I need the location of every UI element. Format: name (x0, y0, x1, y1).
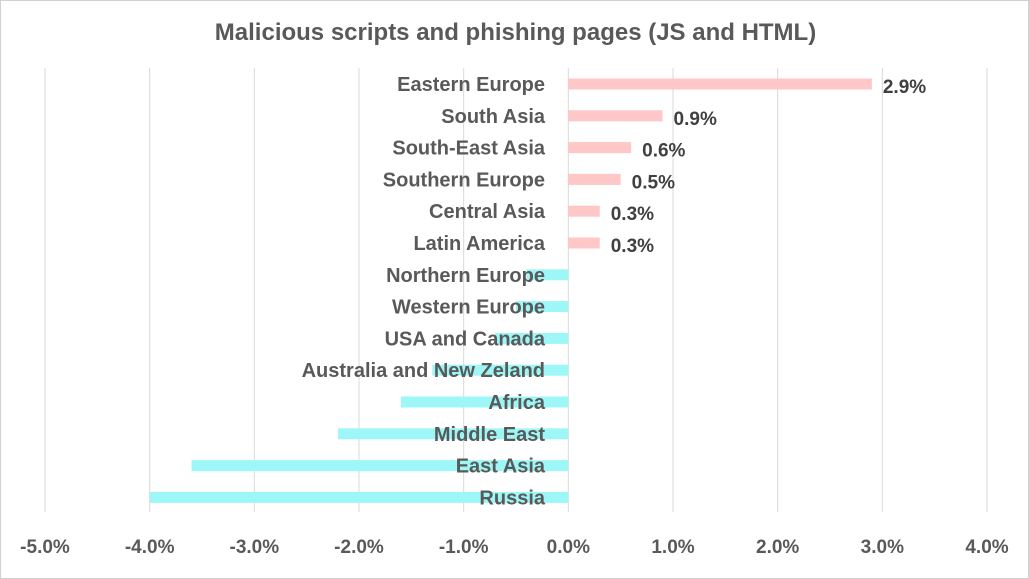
category-label: East Asia (456, 456, 546, 478)
category-label: Western Europe (392, 297, 545, 319)
bar (568, 142, 632, 154)
x-tick-label: 0.0% (547, 537, 590, 558)
data-label: 0.3% (611, 204, 654, 225)
category-label: South Asia (441, 106, 546, 128)
bar (568, 205, 600, 217)
bar (191, 460, 569, 472)
category-label: Eastern Europe (397, 74, 545, 96)
data-label: 2.9% (883, 77, 926, 98)
bar (568, 173, 621, 185)
x-axis-ticks: -5.0% -4.0% -3.0% -2.0% -1.0% 0.0% 1.0% 2.0% 3.0… (20, 537, 1009, 558)
category-label: Russia (479, 487, 545, 509)
bar (526, 269, 569, 281)
bar (568, 110, 663, 122)
category-label: Central Asia (429, 201, 546, 223)
bars (149, 78, 872, 503)
data-label: 0.3% (611, 236, 654, 257)
x-tick-label: -2.0% (334, 537, 384, 558)
category-label: Africa (488, 392, 546, 414)
x-tick-label: -3.0% (230, 537, 280, 558)
bar (338, 428, 569, 440)
category-label: Middle East (434, 424, 545, 446)
bar (516, 301, 569, 313)
category-label: South-East Asia (392, 138, 545, 160)
category-label: Northern Europe (386, 265, 545, 287)
data-label: 0.6% (642, 141, 685, 162)
x-tick-label: 3.0% (861, 537, 904, 558)
x-tick-label: 1.0% (651, 537, 694, 558)
bar (149, 491, 569, 503)
data-label: 0.9% (674, 109, 717, 130)
category-label: Latin America (413, 233, 545, 255)
x-tick-label: 4.0% (965, 537, 1008, 558)
category-label: Southern Europe (383, 169, 545, 191)
bar (432, 364, 569, 376)
category-label: Australia and New Zeland (302, 360, 545, 382)
labels: Eastern Europe 2.9% South Asia 0.9% South-Ea… (302, 74, 927, 509)
data-label: 0.5% (632, 172, 675, 193)
bar (400, 396, 569, 408)
category-label: USA and Canada (385, 328, 546, 350)
x-tick-label: -5.0% (20, 537, 70, 558)
bar (568, 78, 872, 90)
chart-title: Malicious scripts and phishing pages (JS… (214, 19, 817, 46)
x-tick-label: 2.0% (756, 537, 799, 558)
x-tick-label: -1.0% (439, 537, 489, 558)
bar (495, 332, 569, 344)
x-tick-label: -4.0% (125, 537, 175, 558)
bar (568, 237, 600, 249)
